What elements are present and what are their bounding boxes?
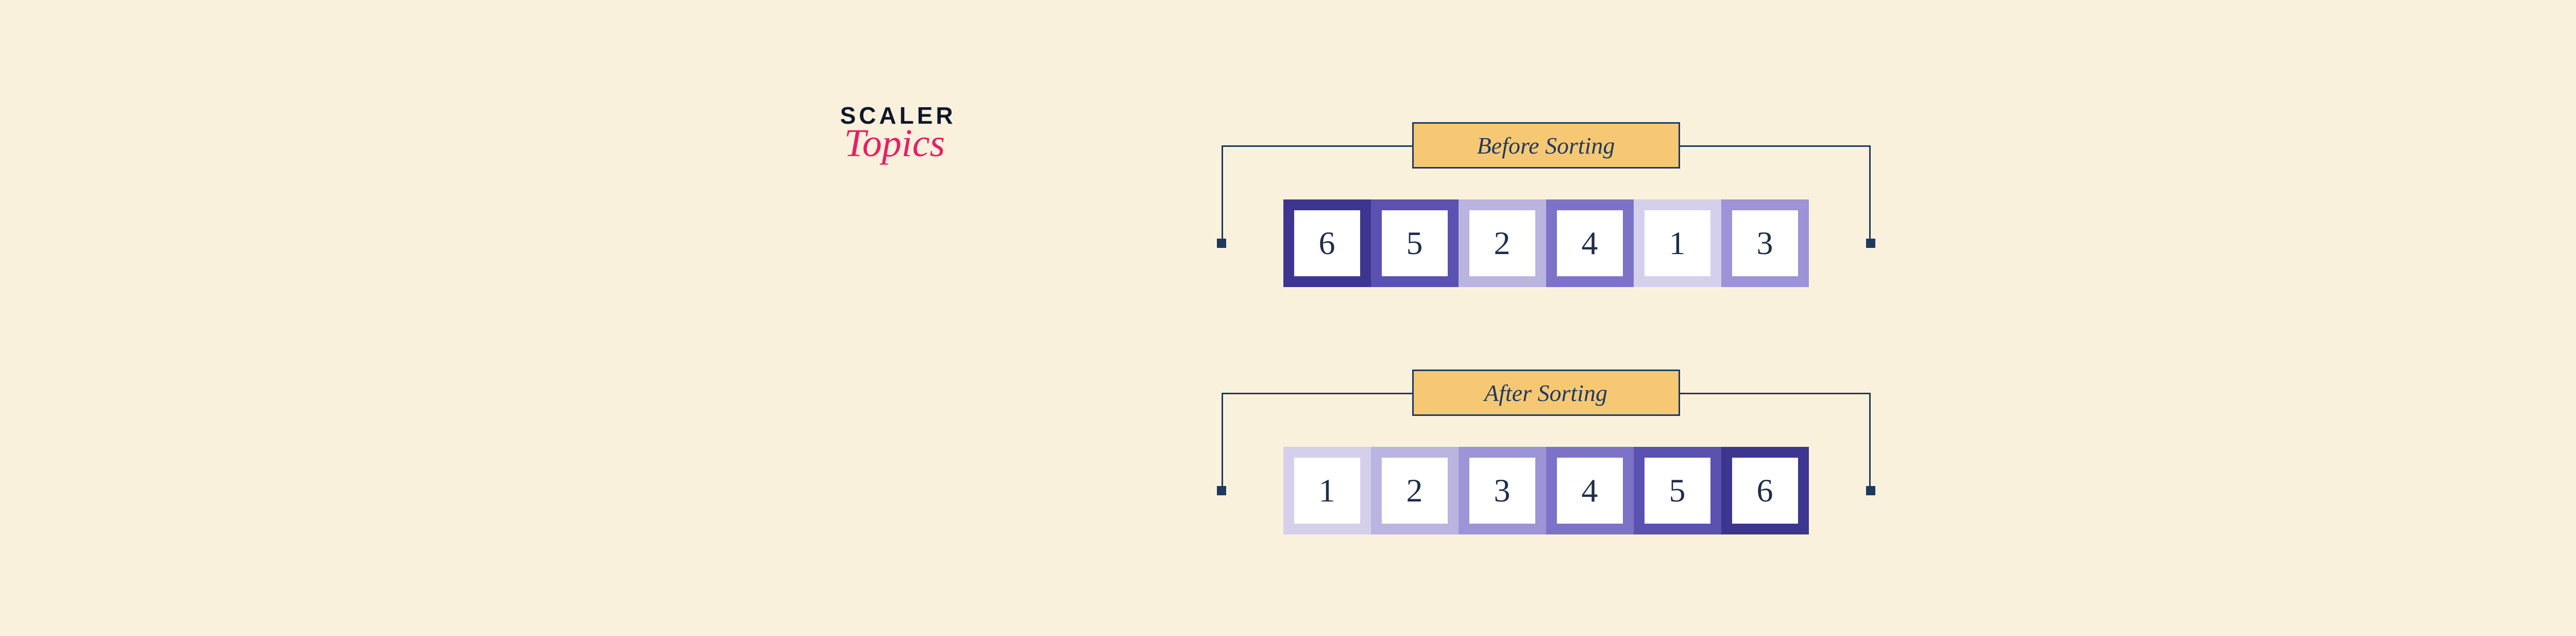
array-cell-value: 3 [1469,458,1535,524]
array-cell-value: 4 [1557,458,1623,524]
array-cell: 5 [1634,447,1721,534]
array-cell: 4 [1546,199,1634,287]
before-sorting-label: Before Sorting [1412,122,1680,169]
array-cell: 1 [1634,199,1721,287]
array-cell-value: 3 [1732,210,1798,276]
after-sorting-label: After Sorting [1412,370,1680,416]
array-cell: 6 [1721,447,1809,534]
after-sorting-section: After Sorting 123456 [1283,370,1809,534]
array-cell-value: 2 [1469,210,1535,276]
array-cell-value: 2 [1382,458,1448,524]
array-cell: 4 [1546,447,1634,534]
connector-nub [1866,239,1875,248]
before-sorting-array: 652413 [1283,199,1809,287]
array-cell-value: 6 [1294,210,1360,276]
array-cell: 2 [1459,199,1546,287]
array-cell-value: 1 [1294,458,1360,524]
array-cell-value: 6 [1732,458,1798,524]
scaler-topics-logo: SCALER Topics [840,102,956,166]
array-cell: 2 [1371,447,1459,534]
logo-line2: Topics [844,121,956,166]
array-cell-value: 1 [1645,210,1710,276]
array-cell: 1 [1283,447,1371,534]
array-cell: 5 [1371,199,1459,287]
connector-nub [1217,486,1226,495]
array-cell-value: 5 [1382,210,1448,276]
connector-nub [1217,239,1226,248]
array-cell: 3 [1459,447,1546,534]
before-sorting-section: Before Sorting 652413 [1283,122,1809,287]
connector-nub [1866,486,1875,495]
array-cell: 6 [1283,199,1371,287]
array-cell-value: 5 [1645,458,1710,524]
array-cell: 3 [1721,199,1809,287]
after-sorting-array: 123456 [1283,447,1809,534]
array-cell-value: 4 [1557,210,1623,276]
